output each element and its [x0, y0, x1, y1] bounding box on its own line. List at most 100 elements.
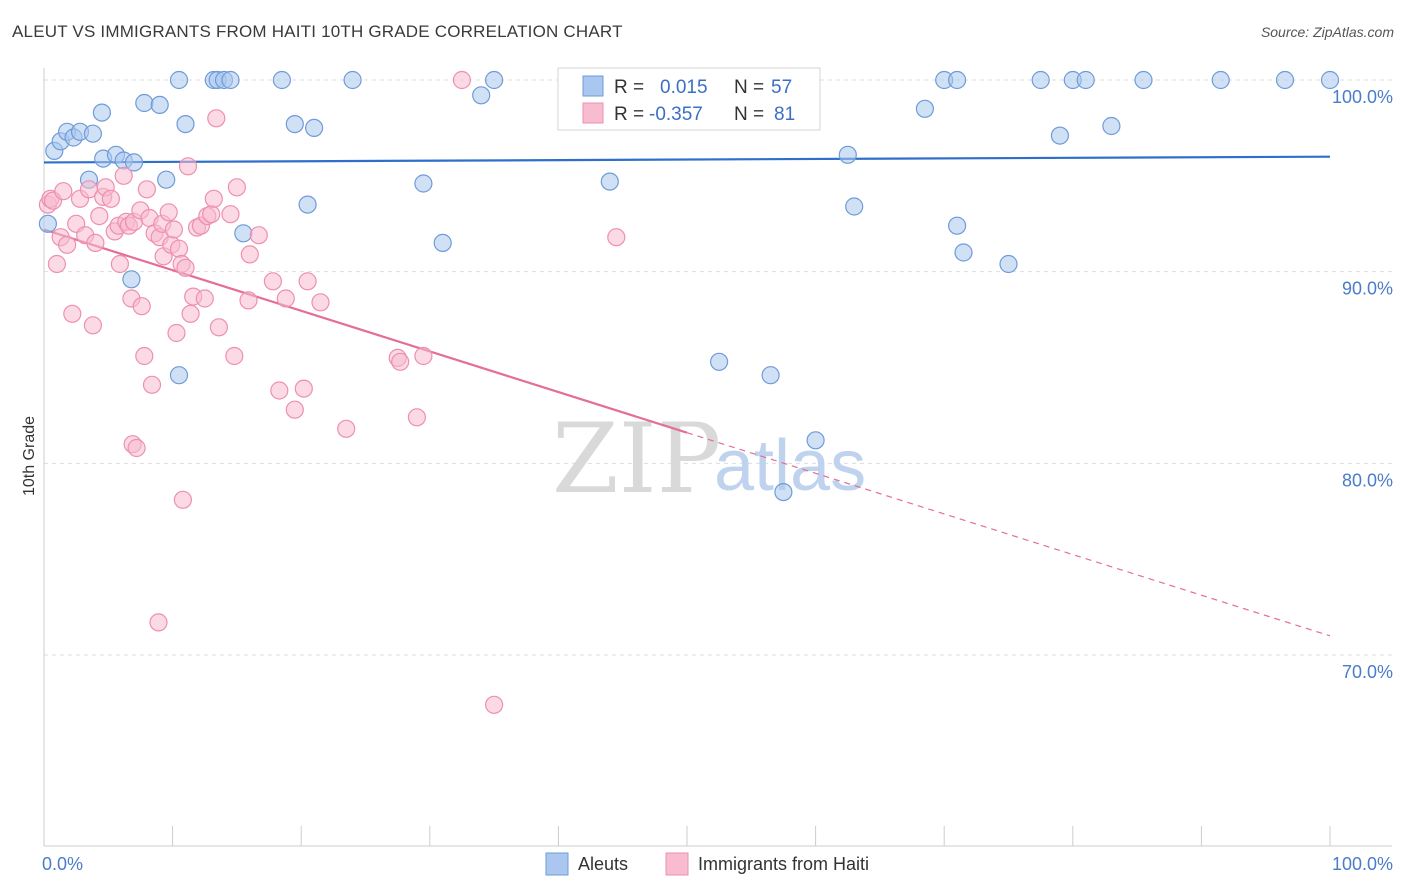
point-haiti-33 — [142, 375, 162, 394]
stats-r-label-aleuts: R = — [614, 77, 644, 98]
point-aleuts-7 — [83, 124, 103, 143]
stats-legend: R = 0.015 N = 57 R = -0.357 N = 81 — [557, 67, 821, 131]
point-aleuts-33 — [485, 70, 504, 90]
y-tick-label-80: 80.0% — [1342, 470, 1393, 490]
trend-lines — [43, 155, 1331, 637]
point-haiti-66 — [276, 289, 295, 308]
point-haiti-54 — [202, 205, 221, 224]
point-aleuts-30 — [414, 174, 433, 193]
point-haiti-55 — [204, 189, 223, 208]
stats-r-value-aleuts: 0.015 — [660, 77, 708, 98]
point-haiti-12 — [83, 316, 103, 335]
point-aleuts-12 — [124, 153, 144, 172]
point-haiti-76 — [452, 70, 471, 90]
point-aleuts-52 — [1076, 70, 1095, 90]
point-aleuts-48 — [999, 254, 1018, 274]
point-aleuts-28 — [305, 118, 324, 138]
point-aleuts-15 — [150, 95, 169, 115]
point-aleuts-31 — [433, 233, 452, 252]
point-haiti-13 — [86, 233, 105, 252]
point-aleuts-0 — [38, 214, 58, 233]
point-aleuts-26 — [285, 114, 304, 134]
point-aleuts-39 — [774, 483, 793, 502]
point-haiti-17 — [101, 189, 121, 208]
point-haiti-31 — [137, 180, 156, 199]
point-haiti-62 — [240, 245, 259, 264]
trend-line-haiti-extension — [686, 432, 1331, 637]
point-haiti-63 — [249, 226, 268, 245]
point-haiti-48 — [181, 304, 200, 323]
point-aleuts-57 — [1320, 70, 1340, 90]
point-haiti-59 — [225, 346, 244, 366]
point-haiti-43 — [169, 239, 189, 258]
stats-n-label-aleuts: N = — [734, 77, 764, 98]
point-haiti-45 — [173, 490, 192, 509]
y-tick-label-70: 70.0% — [1342, 662, 1393, 682]
point-aleuts-19 — [176, 114, 195, 134]
point-aleuts-14 — [135, 93, 154, 113]
point-aleuts-27 — [298, 195, 317, 214]
point-haiti-27 — [127, 438, 146, 458]
data-points — [38, 70, 1340, 714]
point-haiti-61 — [239, 291, 258, 310]
point-haiti-60 — [227, 178, 246, 197]
point-aleuts-29 — [343, 70, 362, 90]
legend-swatch-haiti — [665, 852, 689, 876]
point-haiti-68 — [294, 379, 313, 398]
watermark-zip: ZIP — [552, 403, 721, 515]
stats-legend-swatch-haiti — [582, 102, 604, 124]
point-aleuts-24 — [234, 224, 253, 243]
point-aleuts-38 — [761, 366, 780, 385]
y-tick-label-90: 90.0% — [1342, 279, 1393, 299]
stats-n-label-haiti: N = — [734, 104, 764, 125]
point-aleuts-50 — [1050, 126, 1070, 145]
point-haiti-30 — [135, 346, 154, 366]
point-aleuts-49 — [1031, 70, 1050, 90]
point-haiti-74 — [407, 408, 426, 427]
point-haiti-69 — [298, 272, 317, 291]
point-haiti-56 — [207, 109, 226, 128]
point-haiti-21 — [114, 166, 133, 185]
point-haiti-46 — [176, 258, 195, 277]
point-aleuts-41 — [838, 145, 857, 164]
point-haiti-75 — [414, 346, 433, 366]
stats-r-label-haiti: R = — [614, 104, 644, 125]
point-aleuts-46 — [947, 216, 967, 235]
y-tick-label-100: 100.0% — [1332, 87, 1393, 107]
point-aleuts-47 — [954, 243, 973, 262]
point-aleuts-56 — [1275, 70, 1295, 90]
stats-legend-swatch-aleuts — [582, 75, 604, 97]
point-haiti-35 — [149, 613, 168, 632]
point-aleuts-8 — [92, 103, 112, 122]
chart-title: ALEUT VS IMMIGRANTS FROM HAITI 10TH GRAD… — [12, 22, 623, 41]
point-haiti-3 — [47, 254, 67, 274]
x-tick-label-100: 100.0% — [1332, 854, 1393, 874]
x-tick-label-0: 0.0% — [42, 854, 83, 874]
trend-line-aleuts — [43, 155, 1331, 164]
point-aleuts-55 — [1211, 70, 1230, 90]
point-haiti-47 — [178, 157, 198, 176]
point-haiti-42 — [167, 323, 186, 343]
point-aleuts-40 — [806, 431, 825, 450]
point-aleuts-53 — [1102, 116, 1121, 136]
point-haiti-14 — [90, 207, 109, 226]
point-aleuts-42 — [845, 197, 864, 216]
point-aleuts-17 — [169, 366, 189, 385]
point-haiti-20 — [110, 254, 130, 274]
legend-label-aleuts: Aleuts — [578, 854, 628, 874]
point-haiti-67 — [285, 400, 304, 419]
point-haiti-5 — [54, 182, 73, 201]
watermark: ZIP atlas — [552, 403, 866, 515]
point-haiti-57 — [209, 318, 228, 337]
point-haiti-58 — [221, 205, 240, 224]
point-haiti-78 — [607, 228, 626, 247]
trend-line-haiti — [43, 228, 688, 434]
stats-n-value-haiti: 81 — [774, 104, 795, 125]
source-credit: Source: ZipAtlas.com — [1260, 24, 1394, 40]
point-aleuts-18 — [169, 70, 189, 90]
legend-swatch-aleuts — [545, 852, 569, 876]
x-tick-labels: 0.0% 100.0% — [42, 854, 1393, 874]
point-haiti-52 — [195, 289, 214, 308]
point-haiti-73 — [391, 352, 410, 371]
